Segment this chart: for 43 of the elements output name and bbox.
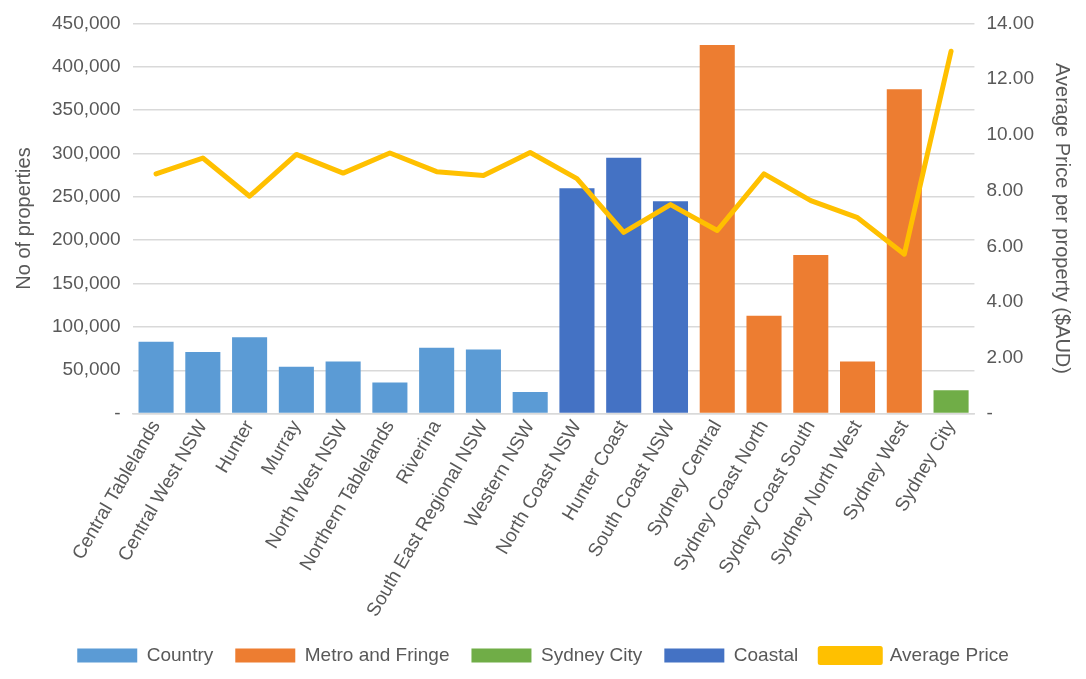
bar <box>793 254 829 413</box>
y-tick-label: 400,000 <box>51 54 121 76</box>
legend-label: Country <box>146 643 214 665</box>
y-tick-label: 450,000 <box>51 11 121 33</box>
y-tick-label: 350,000 <box>51 98 121 120</box>
y2-tick-label: 10.00 <box>986 123 1034 145</box>
y-axis-title: No of properties <box>11 147 34 290</box>
bar <box>840 361 876 413</box>
y2-tick-label: 12.00 <box>986 67 1034 89</box>
bar <box>185 352 221 413</box>
y-tick-label: 50,000 <box>62 358 121 380</box>
legend-label: Sydney City <box>540 643 643 665</box>
bar <box>886 89 922 413</box>
y-tick-label: 300,000 <box>51 141 121 163</box>
y2-tick-label: 8.00 <box>986 178 1024 200</box>
y2-axis-title: Average Price per property ($AUD) <box>1052 63 1075 374</box>
y-tick-label: 150,000 <box>51 271 121 293</box>
bar <box>699 45 735 413</box>
y2-tick-label: 4.00 <box>986 290 1024 312</box>
bar <box>606 157 642 413</box>
bar <box>325 361 361 413</box>
bar <box>933 390 969 413</box>
y2-tick-label: 6.00 <box>986 234 1024 256</box>
legend-label: Coastal <box>733 643 799 665</box>
y-tick-label: 250,000 <box>51 185 121 207</box>
bar <box>372 382 408 413</box>
bar <box>232 337 268 413</box>
bar <box>419 347 455 413</box>
bar <box>746 315 782 413</box>
y-tick-label: 100,000 <box>51 315 121 337</box>
y2-tick-label: 14.00 <box>986 11 1034 33</box>
bar <box>652 201 689 413</box>
y-tick-label: - <box>114 401 121 423</box>
bar <box>559 188 595 413</box>
bar <box>278 366 314 413</box>
y-tick-label: 200,000 <box>51 228 121 250</box>
bar <box>138 341 174 413</box>
y2-tick-label: - <box>986 401 993 423</box>
bar <box>512 391 548 413</box>
y2-tick-label: 2.00 <box>986 346 1024 368</box>
legend-label: Average Price <box>889 643 1009 665</box>
legend-label: Metro and Fringe <box>304 643 450 665</box>
bar <box>465 349 501 413</box>
